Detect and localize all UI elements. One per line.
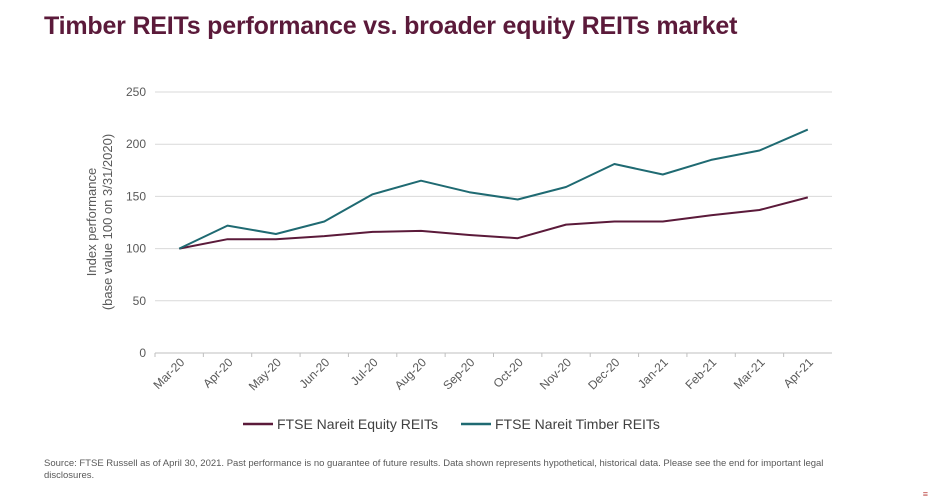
y-axis-ticks: 0 50 100 150 200 250 — [126, 85, 146, 360]
source-note: Source: FTSE Russell as of April 30, 202… — [44, 458, 824, 481]
legend-label: FTSE Nareit Timber REITs — [495, 416, 660, 432]
x-tick-label: Apr-21 — [781, 355, 817, 391]
y-tick-label: 50 — [133, 294, 147, 308]
x-tick-label: Feb-21 — [682, 355, 719, 392]
y-tick-label: 100 — [126, 242, 146, 256]
x-tick-label: Mar-20 — [151, 355, 188, 392]
series-line-equity-reits — [179, 196, 809, 250]
menu-icon[interactable]: ≡ — [922, 489, 928, 499]
x-tick-label: Jun-20 — [297, 355, 333, 391]
y-axis-label-line2: (base value 100 on 3/31/2020) — [100, 134, 115, 310]
x-tick-label: Apr-20 — [200, 355, 236, 391]
x-tick-label: May-20 — [246, 355, 284, 393]
y-tick-label: 250 — [126, 85, 146, 99]
y-axis-label: Index performance (base value 100 on 3/3… — [84, 134, 115, 310]
y-tick-label: 0 — [139, 346, 146, 360]
x-tick-label: Jul-20 — [348, 355, 381, 388]
chart-title: Timber REITs performance vs. broader equ… — [44, 12, 738, 40]
y-tick-label: 150 — [126, 189, 146, 203]
x-tick-label: Nov-20 — [537, 355, 574, 392]
y-tick-label: 200 — [126, 137, 146, 151]
x-tick-label: Aug-20 — [392, 355, 429, 392]
legend: FTSE Nareit Equity REITs FTSE Nareit Timb… — [243, 416, 660, 432]
legend-label: FTSE Nareit Equity REITs — [277, 416, 438, 432]
x-axis-ticks: Mar-20 Apr-20 May-20 Jun-20 Jul-20 Aug-20 Sep-… — [151, 353, 817, 393]
x-tick-label: Mar-21 — [731, 355, 768, 392]
y-axis-label-line1: Index performance — [84, 168, 99, 276]
x-tick-label: Sep-20 — [440, 355, 477, 392]
series-line-timber-reits — [178, 128, 809, 250]
x-tick-label: Jan-21 — [635, 355, 671, 391]
x-tick-label: Oct-20 — [490, 355, 526, 391]
x-tick-label: Dec-20 — [585, 355, 622, 392]
series-group — [178, 128, 809, 250]
